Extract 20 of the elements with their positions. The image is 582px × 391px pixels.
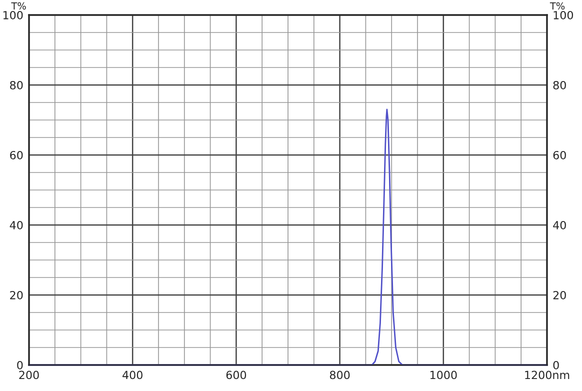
x-tick-label: 600 [226,370,246,380]
y-tick-label: 0 [17,360,23,370]
x-tick-label: 400 [122,370,142,380]
y-tick-label: 100 [3,10,23,20]
y2-tick-label: 80 [553,80,566,90]
y-tick-label: 40 [10,220,23,230]
x-tick-label: 1200nm [525,370,570,380]
x-tick-label: 800 [330,370,350,380]
y2-tick-label: 0 [553,360,559,370]
y-tick-label: 20 [10,290,23,300]
y2-tick-label: 100 [554,10,574,20]
y2-tick-label: 20 [553,290,566,300]
y-tick-label: 60 [10,150,23,160]
y2-tick-label: 40 [553,220,566,230]
y-axis-title: T% [11,2,26,10]
y2-tick-label: 60 [553,150,566,160]
y-tick-label: 80 [10,80,23,90]
x-tick-label: 1000 [430,370,457,380]
x-tick-label: 200 [19,370,39,380]
y2-axis-title: T% [550,2,565,10]
